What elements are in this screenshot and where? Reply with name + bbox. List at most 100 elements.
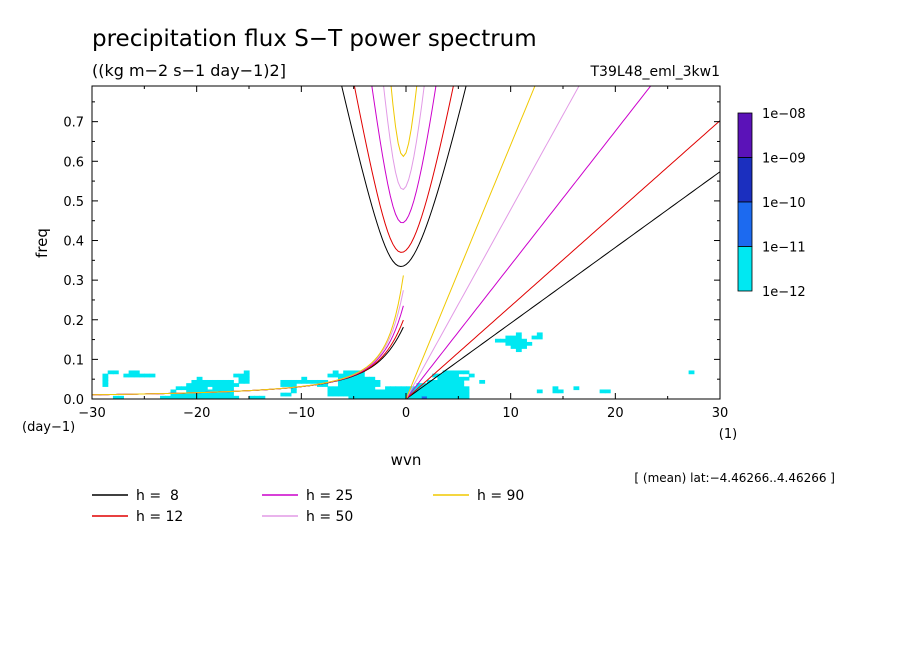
field-cell [369, 383, 376, 387]
field-cell [479, 379, 486, 384]
field-cell [353, 389, 360, 394]
field-cell [468, 373, 475, 378]
field-cell [453, 392, 459, 397]
field-cell [411, 395, 418, 399]
field-cell [332, 370, 339, 375]
field-cell [280, 379, 287, 384]
field-cell [186, 395, 193, 399]
dispersion-curves [92, 86, 720, 399]
field-cell [536, 332, 543, 337]
field-cell [447, 386, 454, 391]
field-cell [337, 389, 344, 394]
legend-label: h = 8 [136, 488, 179, 504]
field-cell [212, 379, 219, 384]
field-cell [379, 389, 386, 394]
field-cell [348, 379, 355, 384]
x-tick-label: 20 [607, 406, 624, 421]
field-cell [416, 383, 423, 387]
field-cell [521, 341, 527, 346]
field-cell [322, 379, 329, 384]
chart-title: precipitation flux S−T power spectrum [92, 26, 537, 52]
field-cell [599, 389, 606, 394]
dispersion-curve [390, 86, 418, 158]
field-cell [453, 395, 459, 399]
field-cell [447, 379, 454, 384]
field-cell [332, 389, 339, 394]
field-cell [358, 376, 365, 381]
field-cell [453, 386, 459, 391]
field-cell [400, 389, 407, 394]
field-cell [369, 379, 376, 384]
field-cell [285, 383, 292, 387]
field-cell [458, 379, 465, 384]
field-cell [447, 370, 454, 375]
field-cell [369, 386, 376, 391]
y-tick-label: 0.4 [63, 235, 84, 250]
field-cell [112, 370, 119, 375]
field-cell [238, 376, 245, 381]
field-cell [426, 392, 433, 397]
field-cell [400, 395, 407, 399]
field-cell [186, 386, 193, 391]
field-cell [364, 376, 370, 381]
field-cell [139, 373, 145, 378]
field-cell [353, 395, 360, 399]
field-cell [112, 395, 119, 399]
field-cell [332, 373, 339, 378]
field-cell [191, 389, 198, 394]
field-cell [369, 392, 376, 397]
field-cell [170, 392, 177, 397]
field-cell [228, 386, 234, 391]
field-cell [463, 370, 470, 375]
field-cell [395, 389, 402, 394]
field-cell [395, 395, 402, 399]
plot-frame [91, 85, 721, 400]
field-cell [510, 338, 517, 343]
field-cell [201, 379, 208, 384]
field-cell [196, 392, 203, 397]
field-cell [327, 373, 334, 378]
field-cell [337, 392, 344, 397]
field-cell [175, 386, 182, 391]
field-cell [374, 379, 381, 384]
field-cell [390, 392, 397, 397]
field-cell [437, 389, 444, 394]
field-cell [290, 383, 297, 387]
field-cell [390, 389, 397, 394]
field-cell [400, 392, 407, 397]
field-cell [322, 383, 329, 387]
dispersion-curve [353, 86, 454, 253]
field-cell [447, 392, 454, 397]
dispersion-curve [405, 120, 720, 399]
field-cell [573, 386, 580, 391]
field-cell [432, 395, 438, 399]
field-cell [180, 392, 187, 397]
field-cell [515, 341, 522, 346]
field-cell [463, 386, 470, 391]
field-cell [536, 335, 543, 340]
field-cell [337, 379, 344, 384]
field-cell [118, 395, 124, 399]
field-cell [364, 379, 370, 384]
field-cell [458, 389, 465, 394]
field-cell [222, 395, 229, 399]
field-cell [317, 379, 323, 384]
field-cell [437, 373, 444, 378]
field-cell [186, 383, 193, 387]
legend-label: h = 25 [306, 488, 353, 504]
field-cell [238, 379, 245, 384]
field-cell [447, 395, 454, 399]
field-cell [191, 379, 198, 384]
field-cell [343, 383, 350, 387]
field-cell [285, 392, 292, 397]
field-cell [358, 379, 365, 384]
y-tick-label: 0.2 [63, 314, 84, 329]
field-cell [348, 383, 355, 387]
field-cell [447, 389, 454, 394]
field-cell [358, 386, 365, 391]
field-cell [364, 395, 370, 399]
field-cell [332, 392, 339, 397]
field-cell [238, 373, 245, 378]
field-cell [332, 386, 339, 391]
